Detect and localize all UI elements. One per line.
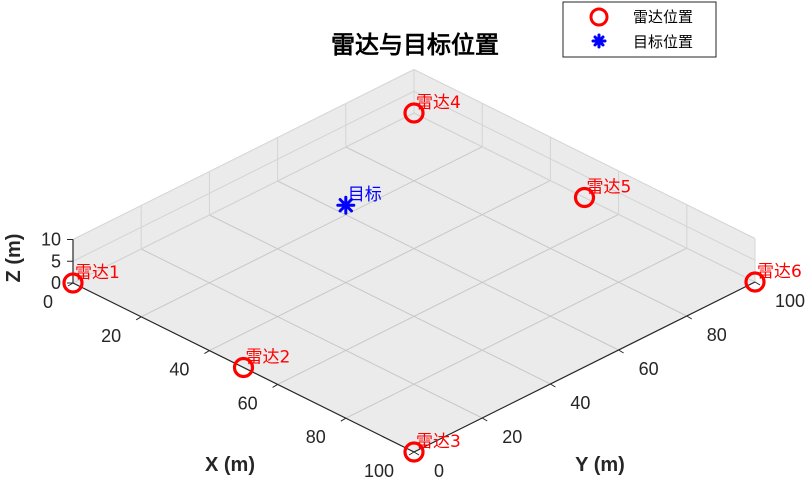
radar-label: 雷达2 [246,348,291,368]
z-tick-label: 5 [51,251,61,271]
grid-floor-y [209,214,551,385]
y-tick-mark [413,451,420,456]
legend-label-target: 目标位置 [633,33,693,51]
target-marker-stroke [338,198,353,213]
legend-label-radar: 雷达位置 [633,8,693,26]
radar-marker [403,102,425,124]
legend: 雷达位置 目标位置 [562,1,717,58]
y-tick-mark [686,315,693,320]
radar-marker [573,186,596,209]
axis-panes [73,69,755,452]
x-tick-label: 60 [238,393,258,413]
x-tick-mark [272,383,278,388]
y-tick-mark [550,383,556,388]
grid-wall-right-horizontal [413,69,756,239]
grid-wall-right-horizontal [413,90,756,261]
axis-lines [67,239,761,456]
x-tick-mark [408,451,415,456]
z-axis-label: Z (m) [3,234,25,283]
x-axis-line [72,282,415,453]
x-tick-label: 20 [101,326,121,346]
grid-floor-x [140,146,483,318]
y-tick-label: 100 [775,291,805,311]
y-axis-label: Y (m) [575,454,625,476]
y-tick-label: 60 [639,359,659,379]
x-tick-label: 100 [364,461,394,481]
floor-pane [73,113,755,452]
grid-floor-y [277,180,619,351]
grid-floor-x [277,213,619,385]
radar-marker [232,356,255,379]
x-tick-label: 0 [43,292,53,312]
legend-box [562,1,717,58]
target-label: 目标 [348,185,382,205]
grid-wall-right-horizontal [413,112,756,283]
target-marker [336,195,356,215]
radar-label: 雷达4 [416,93,461,113]
grid-lines [72,69,756,453]
y-tick-label: 40 [570,393,590,413]
y-tick-mark [754,281,761,286]
grid-floor-x [209,180,551,352]
legend-marker-target [591,33,607,49]
x-tick-mark [135,316,142,321]
grid-floor-x [345,247,688,419]
grid-floor-y [345,146,688,317]
y-axis-line [413,281,756,453]
y-tick-mark [481,417,488,422]
x-tick-label: 40 [169,360,189,380]
grid-wall-left-horizontal [72,90,415,262]
y-tick-mark [618,349,624,354]
y-tick-label: 20 [502,427,522,447]
x-tick-mark [204,350,210,355]
grid-wall-left-horizontal [72,69,415,240]
chart-title: 雷达与目标位置 [331,30,499,59]
y-tick-label: 80 [707,325,727,345]
x-tick-mark [340,417,347,422]
radar-marker [744,271,766,293]
radar-label: 雷达3 [416,432,461,452]
radar-label: 雷达6 [757,262,802,282]
z-tick-label: 0 [51,273,61,293]
z-tick-label: 10 [41,230,61,250]
radar-marker [62,272,84,294]
radar-label: 雷达1 [75,263,120,283]
y-tick-label: 0 [434,461,444,481]
x-tick-label: 80 [306,427,326,447]
radar-label: 雷达5 [587,178,632,198]
grid-wall-left-horizontal [72,112,415,284]
x-axis-label: X (m) [205,454,255,476]
legend-marker-radar [589,7,609,27]
radar-marker [403,441,425,463]
grid-floor-y [140,248,483,419]
data-markers: 雷达1 雷达2 雷达3 雷达4 雷达5 雷达6 目标 [62,93,802,463]
